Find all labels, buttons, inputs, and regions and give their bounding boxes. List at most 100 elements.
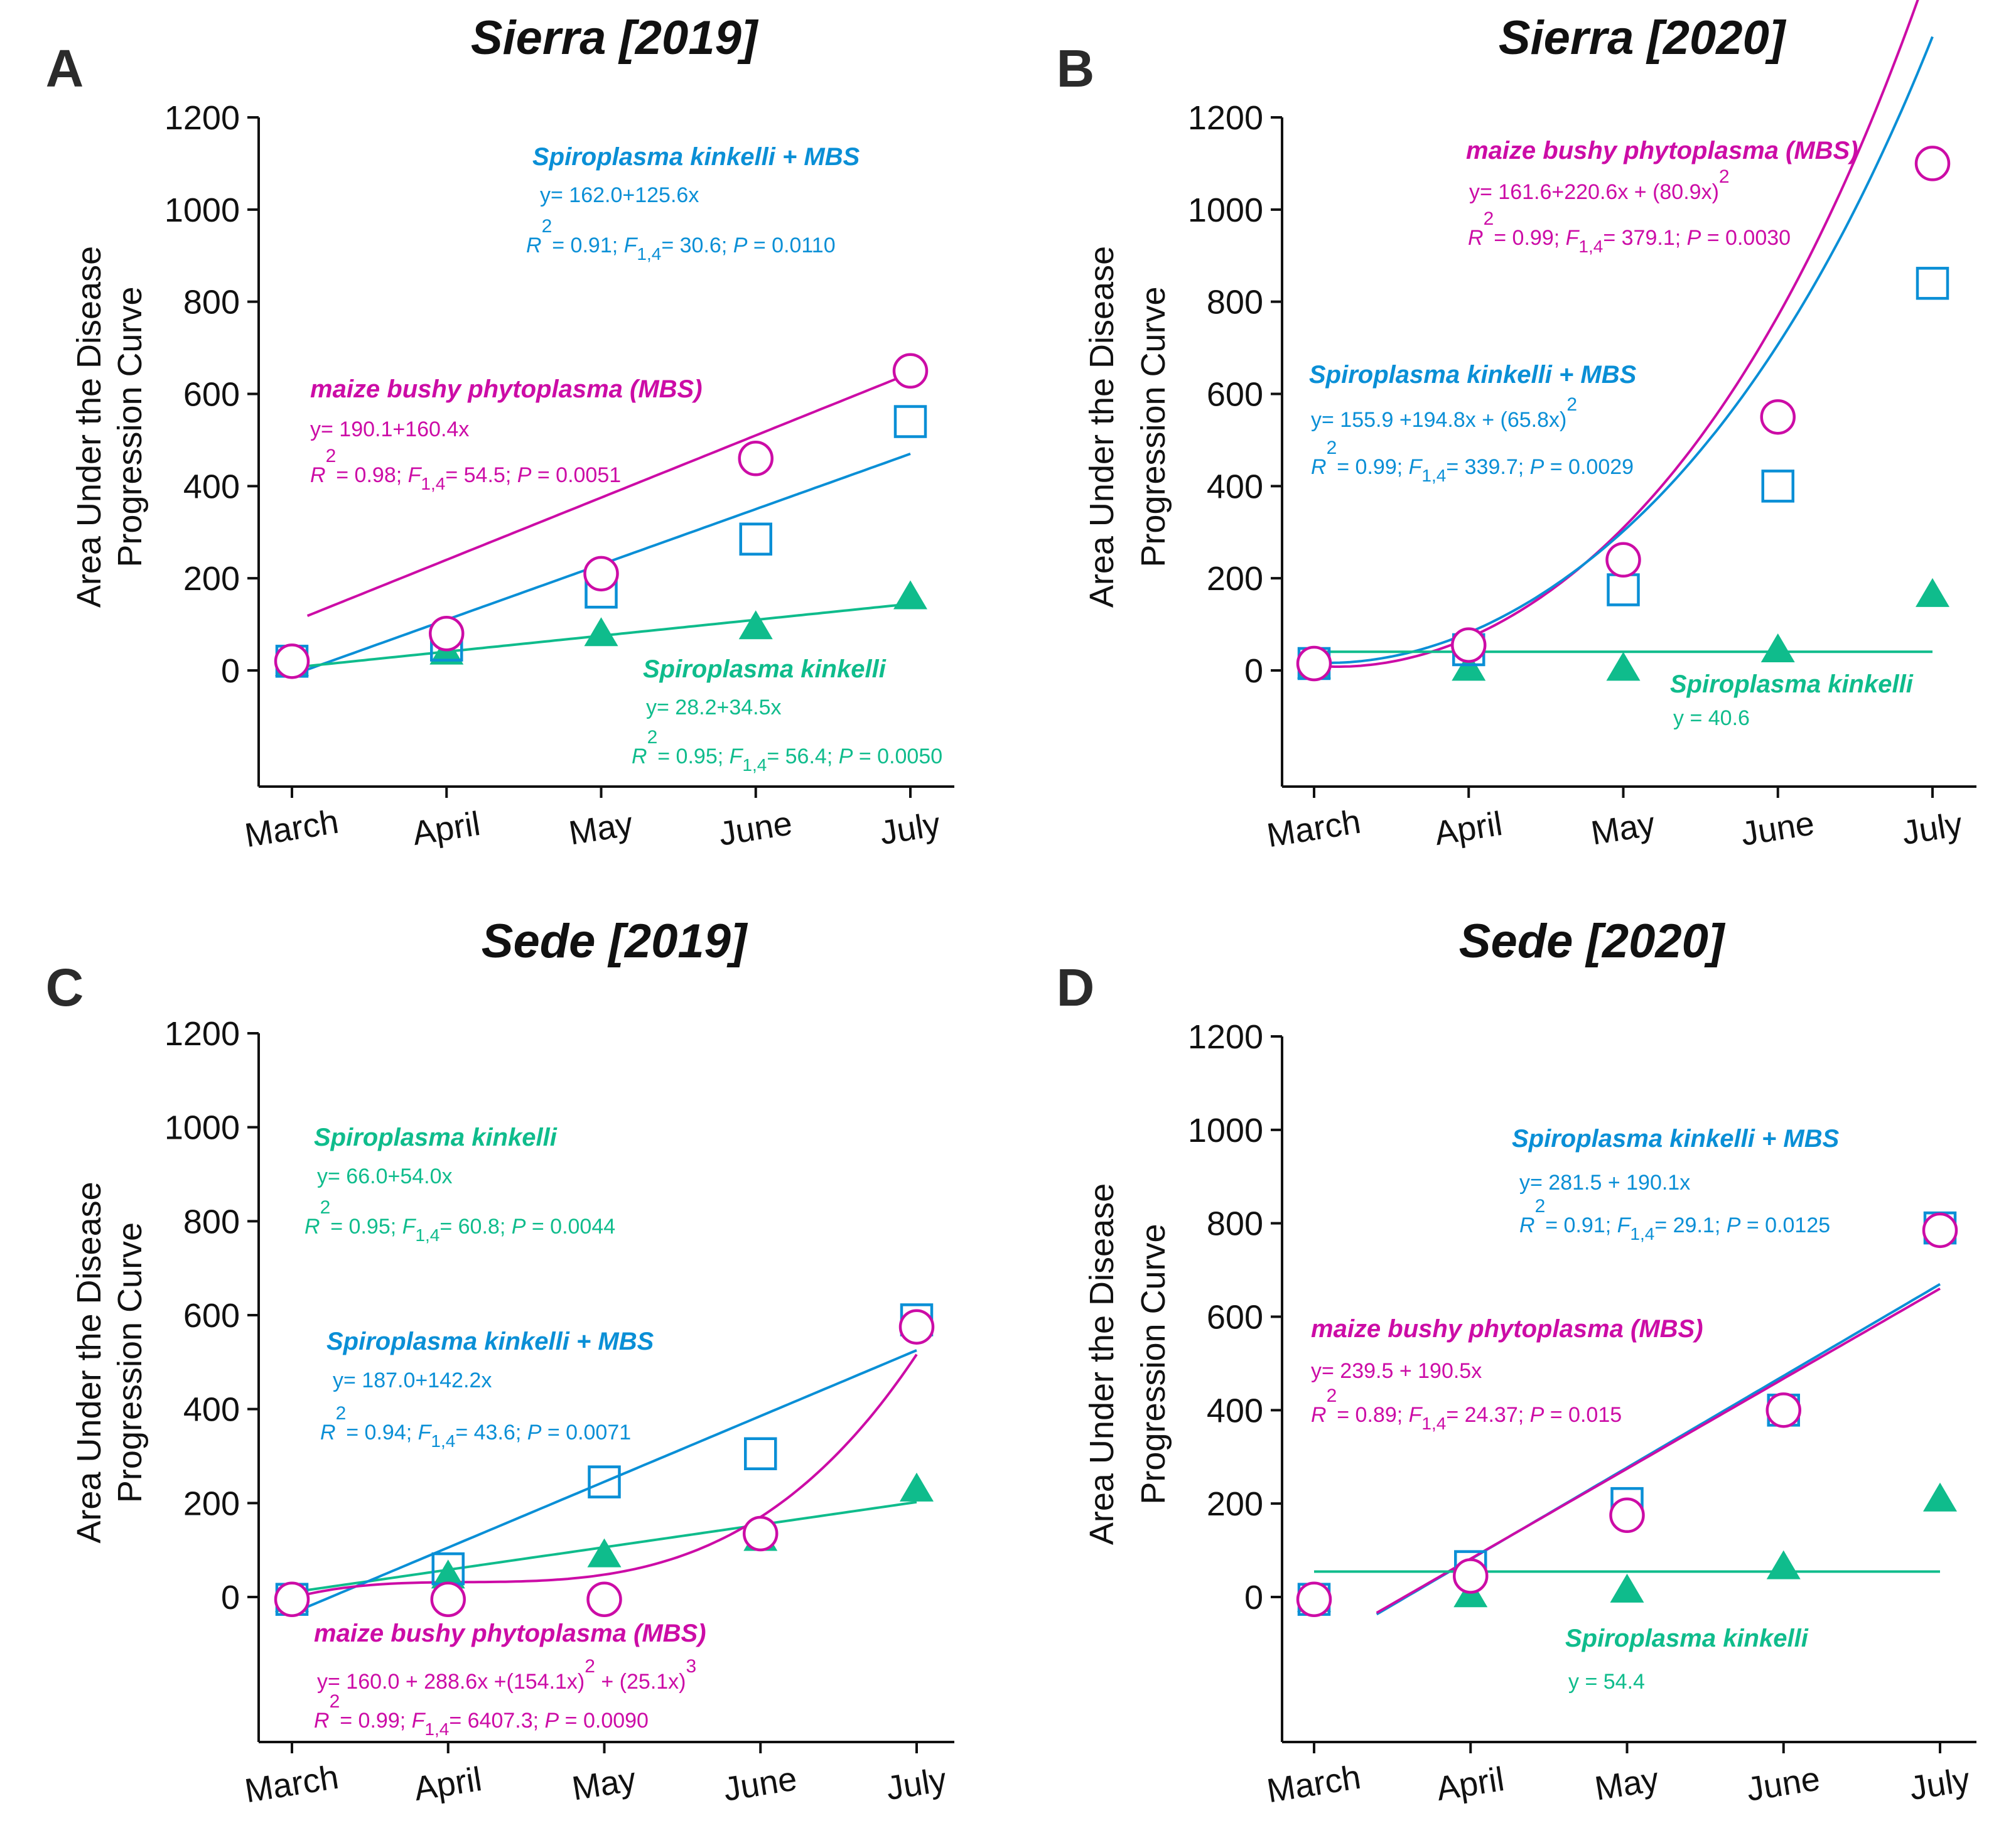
fit-statistics: R2= 0.94; F1,4= 43.6; P = 0.0071 <box>320 1403 631 1451</box>
annotation-mbs: maize bushy phytoplasma (MBS) y= 160.0 + … <box>314 1620 706 1739</box>
annotation-sk: Spiroplasma kinkelli y= 66.0+54.0x R2= 0.9… <box>305 1124 615 1245</box>
series-name: Spiroplasma kinkelli + MBS <box>1309 361 1637 389</box>
panel-d: D Sede [2020] Area Under the Disease Progre… <box>1057 915 1976 1810</box>
point-square-sk-mbs <box>1761 470 1794 503</box>
y-tick-label: 400 <box>1207 468 1263 505</box>
point-circle-mbs <box>1453 1558 1489 1594</box>
fit-equation: y= 239.5 + 190.5x <box>1311 1359 1482 1383</box>
series-name: maize bushy phytoplasma (MBS) <box>1311 1315 1703 1343</box>
series-name: Spiroplasma kinkelli + MBS <box>326 1328 654 1355</box>
fit-equation: y= 190.1+160.4x <box>310 417 469 441</box>
y-axis-label-line1: Area Under the Disease <box>70 1181 108 1543</box>
point-circle-mbs <box>743 1515 779 1552</box>
y-tick-label: 1000 <box>164 1109 240 1147</box>
y-tick-label: 600 <box>183 376 240 414</box>
fit-line-sk_mbs <box>299 1349 917 1611</box>
y-tick-label: 800 <box>1207 284 1263 321</box>
y-tick-label: 600 <box>1207 376 1263 414</box>
y-axis-label: Area Under the Disease Progression Curve <box>1083 246 1172 608</box>
y-tick-label: 800 <box>183 284 240 321</box>
fit-statistics: R2= 0.99; F1,4= 6407.3; P = 0.0090 <box>314 1691 649 1739</box>
point-triangle-sk <box>587 1538 622 1568</box>
fit-equation: y= 281.5 + 190.1x <box>1519 1171 1690 1195</box>
fit-line-mbs <box>306 372 911 617</box>
fit-line-mbs <box>291 1353 918 1600</box>
series-name: Spiroplasma kinkelli + MBS <box>1512 1125 1840 1153</box>
point-triangle-sk <box>900 1472 934 1502</box>
y-tick-label: 600 <box>1207 1299 1263 1336</box>
y-tick-label: 200 <box>183 1485 240 1522</box>
series-name: maize bushy phytoplasma (MBS) <box>310 375 703 403</box>
panel-letter: C <box>46 958 84 1017</box>
annotation-sk_mbs: Spiroplasma kinkelli + MBS y= 281.5 + 190… <box>1512 1125 1840 1244</box>
point-circle-mbs <box>1914 146 1951 181</box>
point-circle-mbs <box>430 1581 466 1617</box>
point-circle-mbs <box>583 556 619 592</box>
chart-title: Sierra [2019] <box>471 11 759 65</box>
y-tick-label: 400 <box>1207 1392 1263 1429</box>
panel-letter: A <box>46 39 84 98</box>
y-axis-label-line2: Progression Curve <box>1135 286 1172 567</box>
fit-statistics: R2= 0.89; F1,4= 24.37; P = 0.015 <box>1311 1385 1622 1433</box>
series-name: Spiroplasma kinkelli <box>314 1124 558 1151</box>
point-circle-mbs <box>274 1581 310 1617</box>
fit-equation: y= 66.0+54.0x <box>317 1164 453 1188</box>
point-circle-mbs <box>1451 627 1487 663</box>
annotation-sk_mbs: Spiroplasma kinkelli + MBS y= 162.0+125.6… <box>526 143 860 264</box>
point-square-sk-mbs <box>739 522 772 556</box>
x-tick-label: July <box>1899 805 1965 852</box>
point-triangle-sk <box>1766 1550 1801 1579</box>
chart-title: Sierra [2020] <box>1499 11 1787 65</box>
fit-statistics: R2= 0.99; F1,4= 379.1; P = 0.0030 <box>1468 208 1791 256</box>
annotation-sk_mbs: Spiroplasma kinkelli + MBS y= 155.9 +194.… <box>1309 361 1637 485</box>
point-triangle-sk <box>1923 1482 1957 1512</box>
panel-a: A Sierra [2019] Area Under the Disease Prog… <box>46 11 954 854</box>
point-circle-mbs <box>1765 1392 1801 1428</box>
fit-statistics: R2= 0.91; F1,4= 29.1; P = 0.0125 <box>1519 1196 1830 1244</box>
series-name: Spiroplasma kinkelli <box>1565 1625 1809 1652</box>
point-circle-mbs <box>1605 542 1641 578</box>
y-tick-label: 1200 <box>1188 99 1263 137</box>
series-name: Spiroplasma kinkelli <box>643 655 887 683</box>
annotation-sk: Spiroplasma kinkelli y = 54.4 <box>1565 1625 1809 1694</box>
annotation-sk: Spiroplasma kinkelli y = 40.6 <box>1670 670 1914 730</box>
y-axis-label-line2: Progression Curve <box>111 1222 149 1503</box>
fit-equation: y= 28.2+34.5x <box>646 696 782 719</box>
y-axis-label-line2: Progression Curve <box>111 286 149 567</box>
y-tick-label: 800 <box>183 1203 240 1240</box>
annotation-mbs: maize bushy phytoplasma (MBS)y= 161.6+22… <box>1466 137 1858 256</box>
fit-statistics: R2= 0.95; F1,4= 60.8; P = 0.0044 <box>305 1197 615 1245</box>
y-tick-label: 0 <box>1244 652 1263 690</box>
series-name: maize bushy phytoplasma (MBS) <box>1466 137 1858 164</box>
annotation-mbs: maize bushy phytoplasma (MBS) y= 190.1+16… <box>310 375 703 493</box>
y-tick-label: 1200 <box>1188 1018 1263 1056</box>
fit-equation: y= 187.0+142.2x <box>333 1369 492 1392</box>
point-square-sk-mbs <box>1607 573 1640 606</box>
x-tick-label: July <box>883 1761 949 1807</box>
point-triangle-sk <box>1610 1573 1644 1603</box>
fit-equation: y= 160.0 + 288.6x +(154.1x)2 + (25.1x)3 <box>317 1656 696 1694</box>
chart-title: Sede [2020] <box>1459 915 1726 968</box>
point-triangle-sk <box>738 610 773 640</box>
fit-equation: y = 40.6 <box>1673 706 1750 730</box>
y-tick-label: 1200 <box>164 1015 240 1053</box>
fit-equation: y= 162.0+125.6x <box>540 183 699 207</box>
point-circle-mbs <box>274 643 310 679</box>
y-tick-label: 400 <box>183 1391 240 1429</box>
y-tick-label: 200 <box>1207 1485 1263 1523</box>
chart-title: Sede [2019] <box>482 915 748 968</box>
point-triangle-sk <box>1606 652 1641 681</box>
point-square-sk-mbs <box>1916 267 1949 300</box>
panel-b: B Sierra [2020] Area Under the Disease Prog… <box>1057 0 1976 854</box>
series-name: maize bushy phytoplasma (MBS) <box>314 1620 706 1647</box>
point-square-sk-mbs <box>431 1552 465 1586</box>
point-square-sk-mbs <box>893 405 927 438</box>
point-triangle-sk <box>893 580 927 610</box>
point-circle-mbs <box>586 1581 622 1617</box>
fit-equation: y= 155.9 +194.8x + (65.8x)2 <box>1311 394 1577 432</box>
point-circle-mbs <box>892 353 929 389</box>
point-triangle-sk <box>431 1559 465 1589</box>
fit-statistics: R2= 0.98; F1,4= 54.5; P = 0.0051 <box>310 446 621 493</box>
y-tick-label: 1000 <box>1188 1112 1263 1149</box>
